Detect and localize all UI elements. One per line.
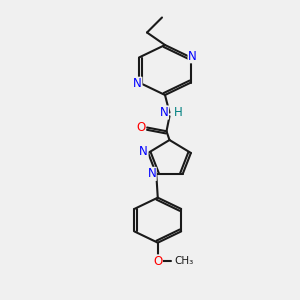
Text: N: N (139, 145, 148, 158)
Text: N: N (188, 50, 197, 63)
Text: CH₃: CH₃ (174, 256, 194, 266)
Text: H: H (173, 106, 182, 119)
Text: N: N (133, 77, 142, 90)
Text: N: N (147, 167, 156, 180)
Text: N: N (160, 106, 169, 119)
Text: O: O (136, 121, 146, 134)
Text: O: O (153, 255, 162, 268)
